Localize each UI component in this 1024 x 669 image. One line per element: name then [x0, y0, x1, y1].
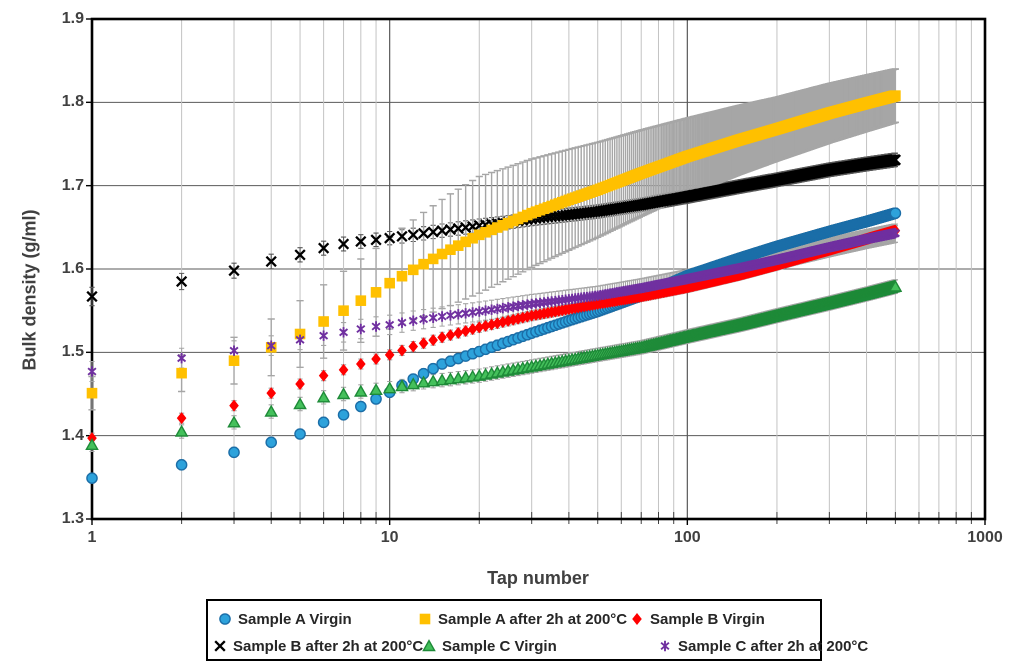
- x-tick-label: 1000: [967, 529, 1003, 546]
- y-tick-label: 1.8: [61, 93, 84, 111]
- legend-label: Sample C after 2h at 200°C: [678, 637, 869, 655]
- triangle-marker-icon: [421, 638, 437, 654]
- x-axis-title: Tap number: [487, 568, 589, 588]
- legend-item: Sample C after 2h at 200°C: [657, 636, 868, 656]
- y-axis-title: Bulk density (g/ml): [19, 209, 40, 371]
- x-tick-label: 1: [87, 529, 97, 546]
- y-tick-label: 1.3: [61, 510, 84, 527]
- diamond-marker-icon: [629, 611, 645, 627]
- y-tick-label: 1.9: [61, 10, 84, 27]
- legend-label: Sample B after 2h at 200°C: [233, 637, 424, 655]
- x-marker-icon: [212, 638, 228, 654]
- x-tick-label: 10: [380, 529, 399, 546]
- legend-item: Sample C Virgin: [421, 636, 557, 656]
- legend-label: Sample B Virgin: [650, 610, 765, 628]
- square-marker-icon: [417, 611, 433, 627]
- legend-label: Sample A after 2h at 200°C: [438, 610, 628, 628]
- legend-item: Sample A after 2h at 200°C: [417, 609, 627, 629]
- y-tick-label: 1.6: [61, 260, 84, 277]
- y-tick-label: 1.4: [61, 426, 84, 444]
- legend-item: Sample B after 2h at 200°C: [212, 636, 423, 656]
- legend: Sample A Virgin Sample A after 2h at 200°…: [206, 599, 868, 661]
- circle-marker-icon: [217, 611, 233, 627]
- x-tick-label: 100: [673, 529, 701, 546]
- legend-label: Sample C Virgin: [442, 637, 557, 655]
- y-tick-label: 1.5: [61, 343, 84, 361]
- legend-label: Sample A Virgin: [238, 610, 352, 628]
- legend-item: Sample A Virgin: [217, 609, 352, 629]
- legend-item: Sample B Virgin: [629, 609, 765, 629]
- asterisk-marker-icon: [657, 638, 673, 654]
- y-tick-label: 1.7: [61, 176, 84, 194]
